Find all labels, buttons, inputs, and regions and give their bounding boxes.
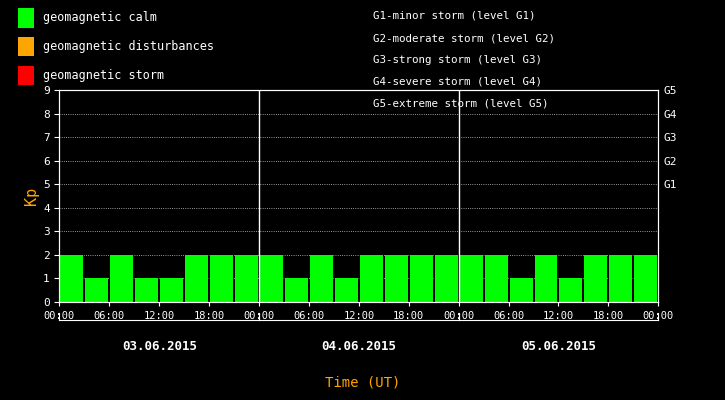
Bar (335, 278, 358, 302)
Bar (110, 255, 133, 302)
Bar (310, 255, 333, 302)
Text: geomagnetic disturbances: geomagnetic disturbances (43, 40, 214, 53)
Bar (634, 255, 658, 302)
Bar (260, 255, 283, 302)
Bar (584, 255, 608, 302)
Bar (285, 278, 308, 302)
Text: G2-moderate storm (level G2): G2-moderate storm (level G2) (373, 33, 555, 43)
Y-axis label: Kp: Kp (24, 187, 39, 205)
Bar (460, 255, 483, 302)
Bar (510, 278, 533, 302)
Text: G5-extreme storm (level G5): G5-extreme storm (level G5) (373, 99, 549, 109)
Bar (560, 278, 582, 302)
Bar (534, 255, 558, 302)
Bar (385, 255, 407, 302)
Bar (484, 255, 507, 302)
Text: G4-severe storm (level G4): G4-severe storm (level G4) (373, 77, 542, 87)
Bar (86, 278, 108, 302)
Bar (210, 255, 233, 302)
Text: geomagnetic calm: geomagnetic calm (43, 12, 157, 24)
Bar (410, 255, 433, 302)
Text: 04.06.2015: 04.06.2015 (321, 340, 397, 352)
Bar (435, 255, 457, 302)
Text: Time (UT): Time (UT) (325, 375, 400, 389)
Bar (360, 255, 383, 302)
Bar (235, 255, 258, 302)
Text: 03.06.2015: 03.06.2015 (122, 340, 196, 352)
Bar (610, 255, 632, 302)
Bar (136, 278, 158, 302)
Text: G3-strong storm (level G3): G3-strong storm (level G3) (373, 55, 542, 65)
Text: 05.06.2015: 05.06.2015 (521, 340, 596, 352)
Bar (185, 255, 208, 302)
Text: G1-minor storm (level G1): G1-minor storm (level G1) (373, 11, 536, 21)
Bar (60, 255, 83, 302)
Bar (160, 278, 183, 302)
Text: geomagnetic storm: geomagnetic storm (43, 69, 164, 82)
